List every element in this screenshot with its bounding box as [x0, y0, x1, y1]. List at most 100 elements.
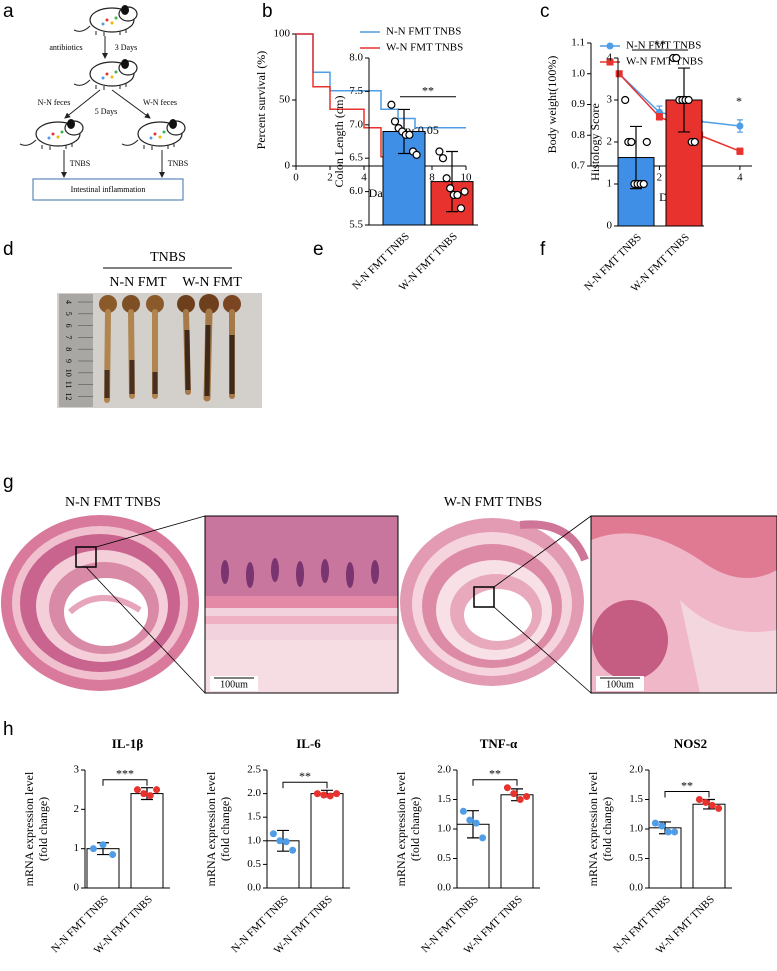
step-label: antibiotics — [49, 43, 82, 52]
data-point — [133, 786, 141, 794]
y-axis-label: (fold change) — [600, 797, 614, 861]
y-tick-label: 1.0 — [437, 823, 451, 835]
y-tick-label: 0 — [74, 882, 80, 894]
data-point — [140, 790, 148, 798]
y-axis-label: (fold change) — [218, 797, 232, 861]
x-tick-label: 10 — [461, 172, 473, 184]
x-tick-label: 0 — [293, 172, 299, 184]
data-point — [460, 187, 469, 196]
x-tick-label: 2 — [327, 172, 333, 184]
x-tick-label: 8 — [429, 172, 435, 184]
legend-marker — [606, 42, 614, 50]
data-point — [523, 793, 531, 801]
significance-bracket — [664, 791, 710, 798]
y-tick-label: 1.0 — [247, 834, 261, 846]
y-tick-label: 1.5 — [629, 793, 643, 805]
ruler-mark: 7 — [64, 335, 73, 339]
panel-label: c — [540, 1, 550, 22]
ruler-mark: 6 — [64, 324, 73, 328]
marker — [736, 147, 744, 155]
y-tick-label: 6.0 — [349, 185, 363, 197]
histology-title: W-N FMT TNBS — [444, 495, 542, 510]
data-point — [516, 796, 524, 803]
y-axis-label: Colon Length (cm) — [332, 96, 346, 188]
ruler-mark: 11 — [64, 381, 73, 389]
y-tick-label: 0.0 — [437, 882, 451, 894]
x-tick-label: 4 — [737, 172, 743, 184]
ruler-mark: 12 — [64, 392, 73, 400]
bar — [310, 793, 344, 889]
y-axis-label: mRNA expression level — [394, 771, 408, 886]
data-point — [282, 838, 290, 846]
significance-bracket — [282, 781, 328, 789]
marker — [736, 122, 744, 130]
step-label: W-N feces — [143, 98, 177, 107]
panel-label: e — [313, 239, 324, 260]
data-point — [472, 819, 480, 827]
data-point — [453, 190, 462, 200]
arrow — [64, 89, 101, 119]
colons — [99, 294, 241, 403]
bar — [500, 794, 534, 889]
data-point — [456, 204, 466, 213]
ruler-mark: 5 — [64, 312, 73, 316]
histology-left — [1, 515, 199, 691]
histology-zoom-right — [590, 515, 777, 694]
ruler-mark: 10 — [64, 369, 73, 377]
y-axis-label: Body weight(100%) — [545, 56, 559, 154]
ruler-mark: 4 — [64, 300, 73, 304]
data-point — [627, 137, 636, 147]
y-axis-label: (fold change) — [36, 797, 50, 861]
y-tick-label: 3 — [74, 764, 80, 776]
data-point — [684, 95, 693, 105]
y-tick-label: 0.7 — [571, 160, 585, 172]
data-point — [146, 792, 154, 800]
data-point — [326, 792, 334, 800]
data-point — [435, 147, 444, 156]
y-tick-label: 50 — [279, 94, 291, 106]
data-point — [109, 851, 117, 859]
data-point — [639, 179, 648, 189]
annotation: ** — [681, 778, 693, 792]
data-point — [690, 137, 699, 147]
y-tick-label: 2.0 — [629, 764, 643, 776]
y-tick-label: 8.0 — [349, 52, 363, 64]
scale-bar-bg — [596, 676, 644, 691]
data-point — [390, 117, 400, 126]
data-point — [695, 796, 703, 803]
y-tick-label: 100 — [274, 28, 291, 40]
data-point — [313, 790, 321, 798]
data-point — [99, 841, 107, 849]
data-point — [459, 807, 467, 815]
y-tick-label: 0.8 — [571, 129, 585, 141]
x-tick-label: 4 — [361, 172, 367, 184]
chart-title: TNF-α — [480, 736, 518, 751]
data-point — [658, 822, 666, 830]
y-tick-label: 4 — [607, 52, 613, 64]
step-label: N-N feces — [38, 98, 71, 107]
photo-title: TNBS — [150, 250, 186, 265]
y-axis-label: (fold change) — [408, 797, 422, 861]
histology-right — [400, 518, 589, 686]
y-tick-label: 0 — [285, 160, 291, 172]
data-point — [671, 828, 679, 836]
annotation: * — [736, 94, 742, 108]
y-tick-label: 1.1 — [571, 37, 585, 49]
y-tick-label: 2 — [74, 803, 80, 815]
marker — [615, 70, 623, 78]
data-point — [276, 837, 284, 845]
y-tick-label: 1.0 — [571, 67, 585, 79]
annotation: *** — [116, 766, 134, 780]
group-label: N-N FMT — [109, 275, 167, 290]
bar — [648, 827, 682, 889]
chart-title: NOS2 — [674, 736, 707, 751]
outcome-label: Intestinal inflammation — [71, 185, 146, 194]
y-tick-label: 1 — [74, 842, 80, 854]
step-label: TNBS — [168, 159, 188, 168]
outcome-box — [32, 178, 184, 201]
data-point — [438, 154, 448, 163]
data-point — [333, 790, 341, 798]
step-label: 5 Days — [95, 107, 117, 116]
panel-label: d — [3, 239, 14, 260]
legend-label: W-N FMT TNBS — [386, 42, 463, 54]
